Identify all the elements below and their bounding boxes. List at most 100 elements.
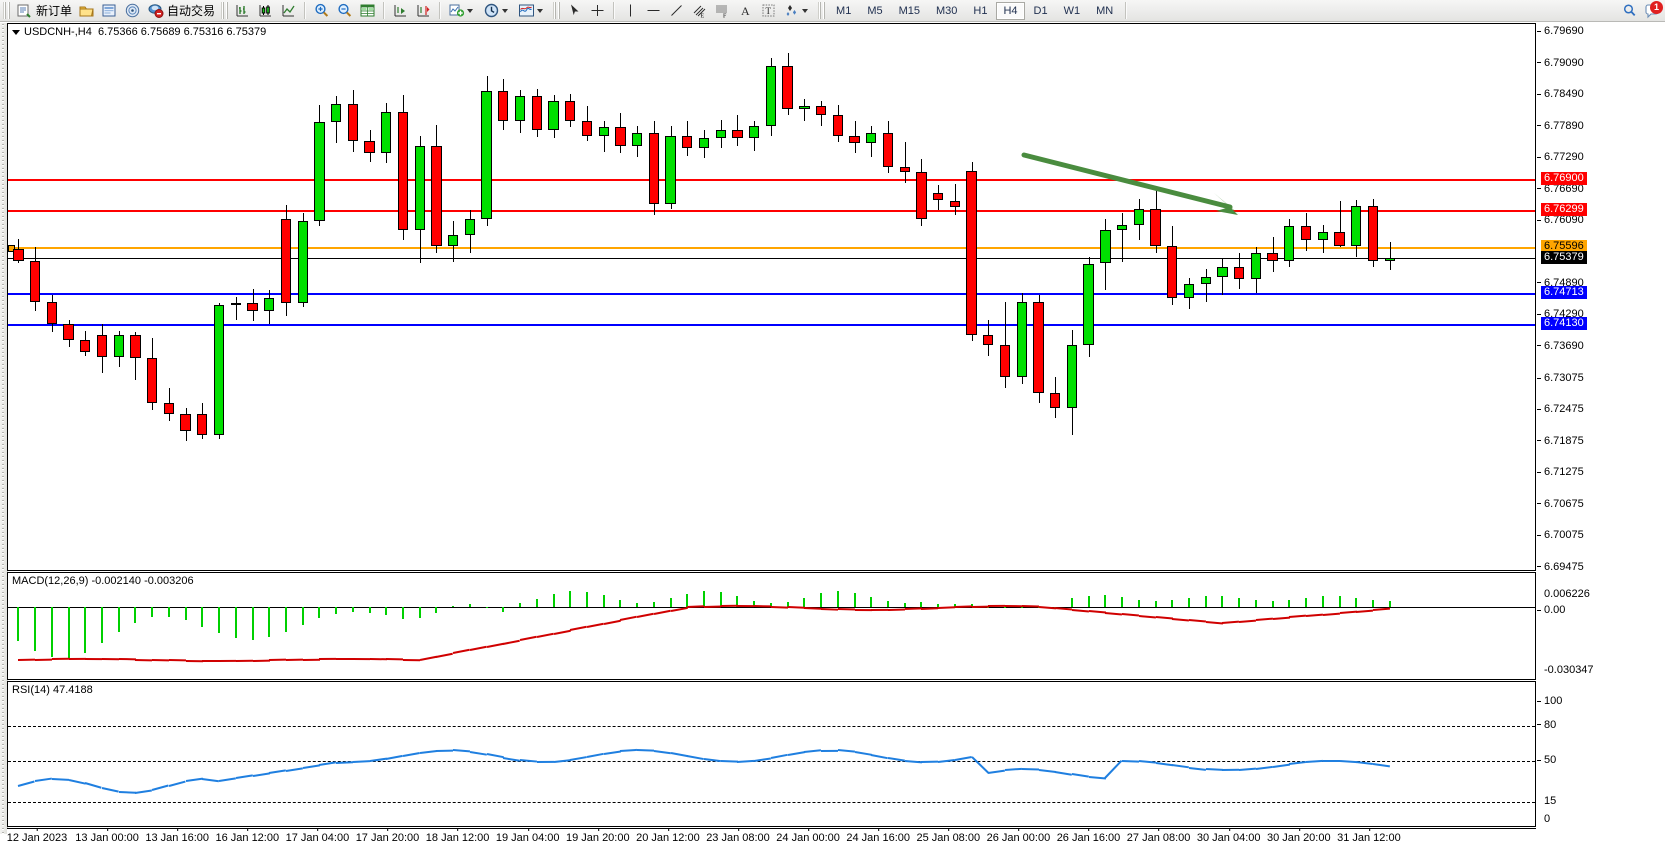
symbol-dropdown-icon[interactable] [12, 29, 20, 35]
symbol-name: USDCNH-,H4 [24, 26, 92, 38]
shapes-chevron-down-icon[interactable] [802, 8, 809, 13]
price-pane[interactable]: USDCNH-,H4 6.75366 6.75689 6.75316 6.753… [7, 23, 1536, 571]
timeframe-d1[interactable]: D1 [1033, 4, 1048, 17]
indicators-chevron-down-icon[interactable] [467, 8, 474, 13]
notifications-button[interactable]: 1 [1641, 0, 1665, 21]
templates-button[interactable] [515, 1, 550, 21]
periods-chevron-down-icon[interactable] [502, 8, 509, 13]
macd-signal-segment [1071, 608, 1089, 612]
crosshair-button[interactable] [586, 1, 609, 21]
line-chart-button[interactable] [277, 1, 300, 21]
time-tick-label: 23 Jan 08:00 [706, 828, 770, 844]
macd-pane[interactable]: MACD(12,26,9) -0.002140 -0.003206 [7, 572, 1536, 680]
timeframe-w1[interactable]: W1 [1063, 4, 1081, 17]
macd-histogram-bar [619, 600, 622, 607]
price-tag-resistance-lower[interactable]: 6.76299 [1541, 203, 1587, 217]
timeframe-mn[interactable]: MN [1096, 4, 1114, 17]
text-label-button[interactable]: T [757, 1, 780, 21]
rsi-line-segment [737, 759, 755, 763]
folder-button[interactable] [75, 1, 98, 21]
macd-signal-segment [202, 660, 219, 663]
search-button[interactable] [1618, 1, 1641, 21]
macd-histogram-bar [1004, 607, 1006, 609]
periods-button[interactable] [480, 1, 515, 21]
time-tick-label: 12 Jan 2023 [7, 828, 67, 844]
terminal-button[interactable] [98, 1, 121, 21]
bar-chart-button[interactable] [231, 1, 254, 21]
price-scale[interactable]: 6.79690 6.79090 6.78490 6.77890 6.77290 … [1537, 23, 1665, 573]
level-line-resistance-lower[interactable] [8, 210, 1535, 213]
price-tag-support-lower[interactable]: 6.74130 [1541, 316, 1587, 330]
macd-histogram-bar [803, 597, 806, 607]
vertical-line-button[interactable] [619, 1, 642, 21]
macd-signal-segment [1138, 614, 1156, 618]
candle-wick [904, 141, 906, 183]
timeframe-m30[interactable]: M30 [936, 4, 958, 17]
macd-histogram-bar [953, 603, 956, 607]
timeframe-m1[interactable]: M1 [836, 4, 852, 17]
price-tag-resistance-upper[interactable]: 6.76900 [1541, 171, 1587, 185]
macd-histogram-bar [535, 599, 538, 607]
level-line-support-upper[interactable] [8, 293, 1535, 296]
cursor-button[interactable] [563, 1, 586, 21]
macd-histogram-bar [686, 593, 689, 607]
price-tag-pivot[interactable]: 6.75596 [1541, 239, 1587, 253]
timeframe-h4[interactable]: H4 [996, 1, 1025, 20]
data-window-button[interactable] [356, 1, 379, 21]
level-handle-pivot[interactable] [8, 244, 15, 252]
candle-body [1133, 209, 1144, 225]
trendline-button[interactable] [665, 1, 688, 21]
text-button[interactable]: A [734, 1, 757, 21]
price-tick: 6.71875 [1537, 435, 1584, 447]
toolbar-separator-4 [613, 2, 616, 19]
timeframe-h1[interactable]: H1 [973, 4, 988, 17]
level-line-resistance-upper[interactable] [8, 178, 1535, 181]
toolbar-grip-4[interactable] [818, 2, 826, 19]
horizontal-line-button[interactable] [642, 1, 665, 21]
rsi-line-segment [1071, 773, 1089, 778]
terminal-icon [101, 2, 118, 19]
signals-button[interactable] [121, 1, 144, 21]
level-line-support-lower[interactable] [8, 323, 1535, 326]
fibonacci-button[interactable]: F [711, 1, 734, 21]
macd-signal-segment [168, 659, 186, 662]
price-tag-last-price[interactable]: 6.75379 [1541, 251, 1587, 265]
rsi-pane[interactable]: RSI(14) 47.4188 [7, 681, 1536, 827]
macd-histogram-bar [820, 593, 823, 607]
zoom-out-button[interactable] [333, 1, 356, 21]
time-axis[interactable]: 12 Jan 2023 13 Jan 00:00 13 Jan 16:00 16… [7, 828, 1536, 856]
macd-histogram-bar [134, 607, 137, 623]
candle-body [832, 114, 843, 136]
timeframe-m15[interactable]: M15 [898, 4, 920, 17]
macd-histogram-bar [1321, 595, 1324, 607]
toolbar-grip-2[interactable] [221, 2, 229, 19]
macd-histogram-bar [736, 596, 739, 607]
new-order-button[interactable]: 新订单 [13, 1, 75, 21]
price-tag-support-upper[interactable]: 6.74713 [1541, 286, 1587, 300]
rsi-tick: 100 [1537, 695, 1562, 707]
toolbar-grip[interactable] [3, 2, 10, 19]
indicators-button[interactable] [445, 1, 480, 21]
auto-scroll-button[interactable] [389, 1, 412, 21]
notification-count: 1 [1650, 0, 1663, 14]
candle-body [1200, 277, 1211, 285]
time-tick-label: 31 Jan 12:00 [1337, 828, 1401, 844]
equidistant-channel-button[interactable]: E [688, 1, 711, 21]
candle-wick [1339, 200, 1341, 247]
rsi-line-segment [135, 789, 153, 794]
macd-signal-segment [1272, 616, 1290, 620]
macd-histogram-bar [669, 598, 672, 607]
level-line-pivot[interactable] [8, 246, 1535, 249]
toolbar-separator-2 [383, 2, 386, 19]
chart-shift-button[interactable] [412, 1, 435, 21]
zoom-in-button[interactable] [310, 1, 333, 21]
templates-chevron-down-icon[interactable] [537, 8, 544, 13]
macd-signal-segment [871, 608, 888, 611]
level-line-last-price[interactable] [8, 258, 1535, 260]
candlestick-chart-button[interactable] [254, 1, 277, 21]
autotrading-button[interactable]: 自动交易 [144, 1, 218, 21]
toolbar-grip-3[interactable] [553, 2, 561, 19]
shapes-button[interactable] [780, 1, 815, 21]
timeframe-m5[interactable]: M5 [867, 4, 883, 17]
candle-body [280, 219, 292, 304]
